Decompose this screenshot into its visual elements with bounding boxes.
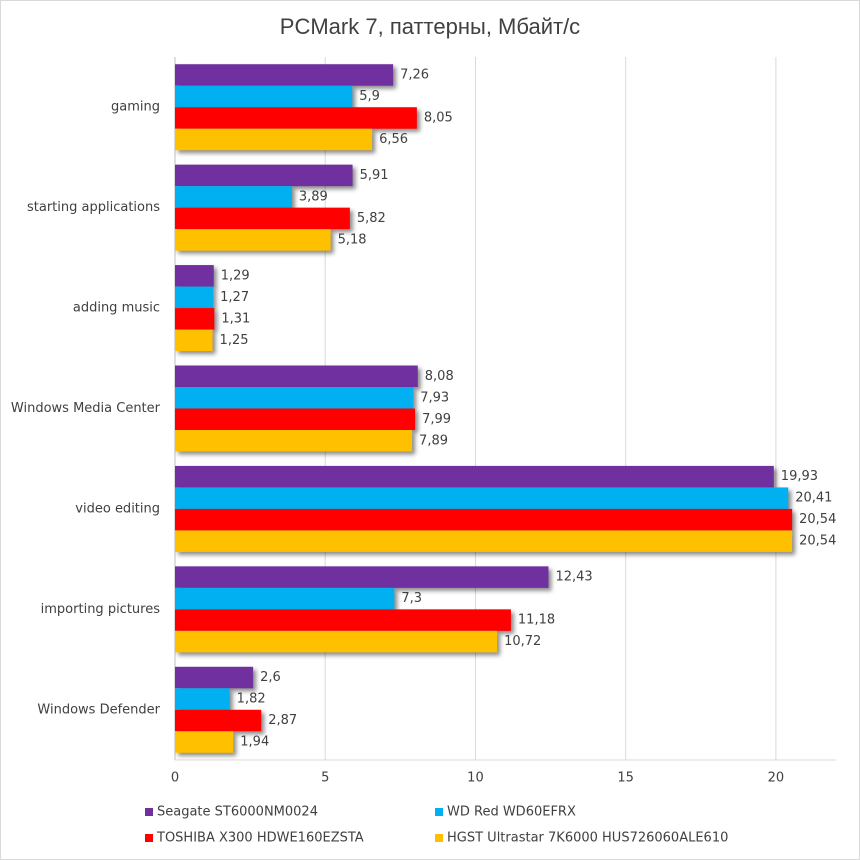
- x-tick-label: 5: [321, 771, 329, 786]
- bar: [175, 731, 234, 753]
- legend-swatch: [435, 834, 443, 842]
- x-tick-label: 15: [617, 771, 634, 786]
- legend-swatch: [145, 834, 153, 842]
- bar: [175, 666, 254, 689]
- data-label: 8,08: [425, 369, 454, 384]
- data-label: 8,05: [424, 110, 453, 125]
- bar: [175, 229, 331, 251]
- y-tick-label: importing pictures: [41, 602, 161, 617]
- data-label: 12,43: [555, 570, 592, 585]
- data-label: 20,54: [799, 512, 836, 527]
- bar: [175, 465, 774, 488]
- bar: [175, 530, 793, 552]
- bar: [175, 709, 262, 732]
- data-label: 19,93: [781, 469, 818, 484]
- data-label: 2,87: [268, 713, 297, 728]
- x-tick-label: 10: [467, 771, 484, 786]
- bar: [175, 365, 418, 387]
- legend-label: TOSHIBA X300 HDWE160EZSTA: [156, 831, 364, 846]
- legend-label: Seagate ST6000NM0024: [157, 805, 318, 820]
- bar: [175, 566, 549, 588]
- bar: [175, 609, 511, 631]
- y-tick-label: video editing: [75, 501, 160, 516]
- legend-label: WD Red WD60EFRX: [447, 805, 576, 820]
- x-tick-label: 0: [171, 771, 179, 786]
- data-label: 1,27: [220, 290, 249, 305]
- data-label: 7,99: [422, 412, 451, 427]
- data-label: 6,56: [379, 132, 408, 147]
- bar: [175, 329, 213, 352]
- data-label: 1,25: [220, 333, 249, 348]
- bar: [175, 587, 395, 610]
- bar: [175, 128, 373, 151]
- data-label: 10,72: [504, 634, 541, 649]
- data-label: 7,93: [420, 390, 449, 405]
- data-label: 1,29: [221, 268, 250, 283]
- data-label: 20,54: [799, 534, 836, 549]
- bar: [175, 186, 292, 208]
- legend-label: HGST Ultrastar 7K6000 HUS726060ALE610: [447, 831, 728, 846]
- data-label: 5,18: [338, 232, 367, 247]
- bar: [175, 430, 413, 452]
- data-label: 5,82: [357, 211, 386, 226]
- bar: [175, 408, 416, 430]
- y-tick-label: gaming: [111, 100, 160, 115]
- data-label: 1,31: [221, 311, 250, 326]
- y-tick-label: adding music: [73, 301, 160, 316]
- data-label: 2,6: [260, 670, 281, 685]
- data-label: 5,91: [360, 168, 389, 183]
- bar: [175, 308, 215, 330]
- chart-title: PCMark 7, паттерны, Мбайт/с: [280, 14, 580, 39]
- data-label: 11,18: [518, 613, 555, 628]
- y-tick-label: Windows Media Center: [11, 401, 161, 416]
- x-tick-label: 20: [768, 771, 785, 786]
- bar: [175, 508, 793, 531]
- bar: [175, 207, 350, 230]
- bar: [175, 688, 230, 710]
- data-label: 20,41: [795, 491, 832, 506]
- y-tick-label: starting applications: [27, 200, 160, 215]
- bar: [175, 64, 394, 86]
- bar: [175, 630, 498, 653]
- bar: [175, 85, 353, 108]
- bar: [175, 286, 214, 309]
- data-label: 7,3: [401, 591, 422, 606]
- bar: [175, 265, 214, 287]
- bar: [175, 487, 789, 509]
- bar: [175, 107, 417, 129]
- bar: [175, 387, 414, 409]
- legend-swatch: [145, 808, 153, 816]
- data-label: 5,9: [359, 89, 380, 104]
- bar: [175, 164, 353, 187]
- legend-swatch: [435, 808, 443, 816]
- data-label: 1,82: [237, 692, 266, 707]
- data-label: 7,89: [419, 433, 448, 448]
- y-tick-label: Windows Defender: [37, 702, 160, 717]
- data-label: 3,89: [299, 189, 328, 204]
- data-label: 1,94: [240, 735, 269, 750]
- data-label: 7,26: [400, 67, 429, 82]
